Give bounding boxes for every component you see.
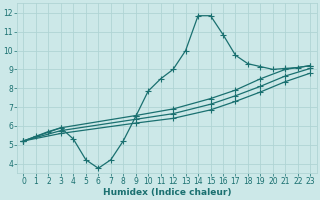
X-axis label: Humidex (Indice chaleur): Humidex (Indice chaleur)	[103, 188, 231, 197]
